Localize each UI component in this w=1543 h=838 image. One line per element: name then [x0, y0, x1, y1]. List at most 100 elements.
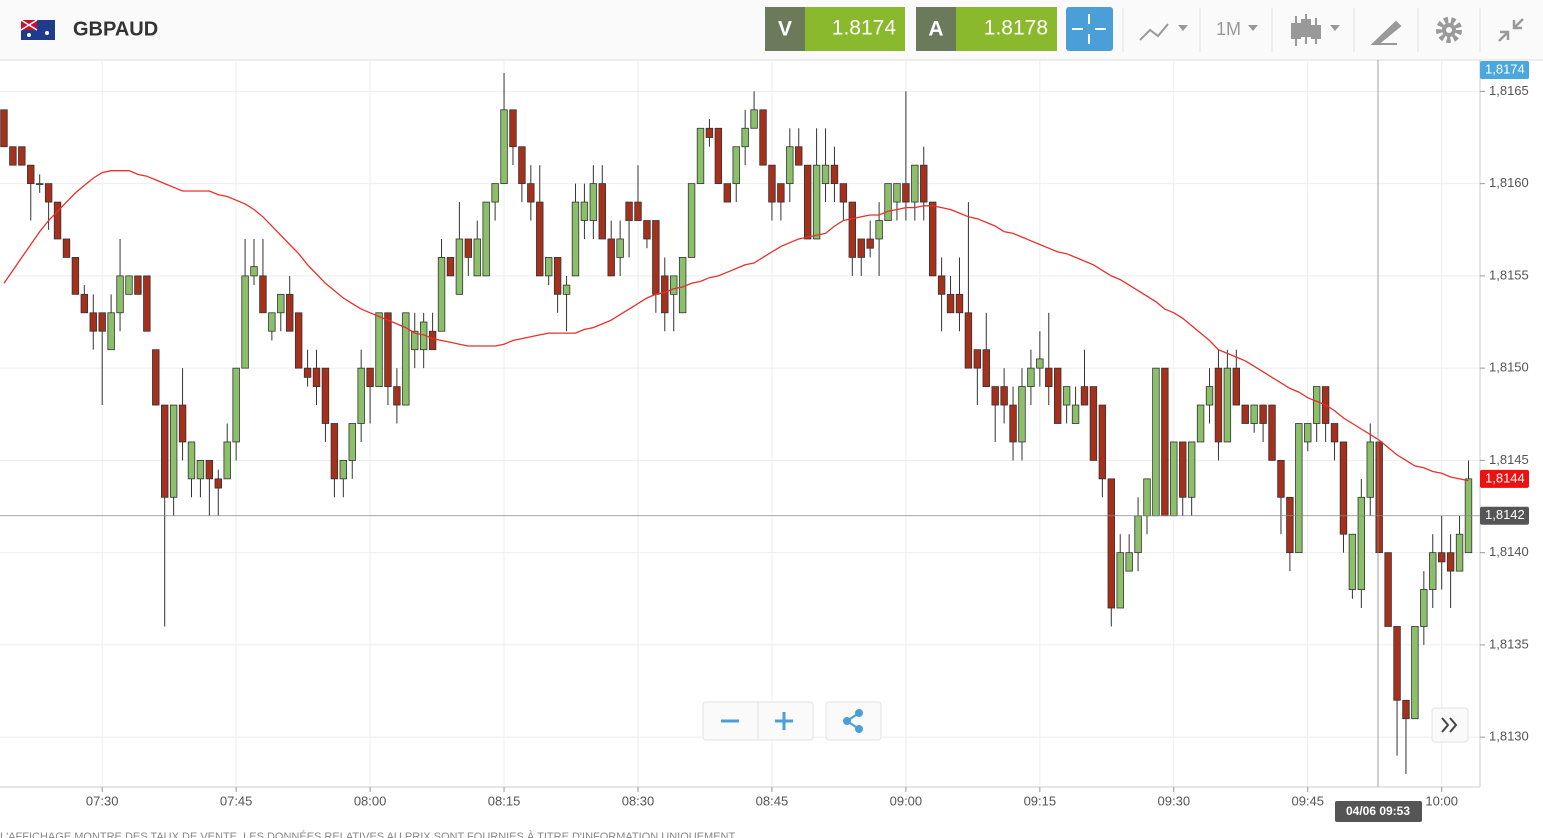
- candle-body: [339, 460, 348, 480]
- collapse-button[interactable]: [1498, 18, 1524, 42]
- candle-body: [678, 257, 687, 314]
- candle-body: [98, 312, 106, 332]
- candle-body: [1277, 460, 1285, 498]
- price-tags: 1,8174 1,8144 1,8142: [1480, 61, 1529, 525]
- scroll-right-button[interactable]: [1431, 707, 1469, 743]
- share-button[interactable]: [825, 701, 882, 741]
- candle-body: [991, 386, 999, 406]
- candle-body: [232, 367, 240, 443]
- candle-body: [1437, 552, 1446, 563]
- candle-body: [795, 146, 803, 166]
- period-button[interactable]: 1M: [1216, 19, 1258, 39]
- candle-body: [634, 201, 642, 221]
- candle-body: [187, 441, 196, 480]
- candle-body: [1107, 478, 1115, 609]
- flag: [20, 19, 55, 40]
- candle-body: [27, 164, 35, 185]
- candle-body: [71, 257, 80, 295]
- x-tick-label: 07:30: [86, 793, 119, 808]
- candle-body: [1098, 404, 1107, 480]
- candle-body: [312, 367, 321, 387]
- candle-body: [1402, 699, 1410, 720]
- crosshair-button[interactable]: [1066, 7, 1113, 51]
- sell-label: V: [778, 18, 792, 41]
- candle-body: [1143, 478, 1151, 517]
- candle-body: [661, 275, 669, 314]
- y-tick-label: 1,8160: [1489, 175, 1529, 190]
- candle-body: [1429, 552, 1437, 590]
- candle-body: [1161, 367, 1169, 517]
- candle-body: [893, 183, 901, 203]
- chart-type-button[interactable]: [1139, 23, 1188, 41]
- candle-body: [44, 183, 53, 203]
- candle-body: [598, 183, 606, 240]
- candle-body: [607, 238, 615, 277]
- candle-body: [1312, 386, 1321, 424]
- candle-body: [1027, 367, 1035, 387]
- candle-body: [705, 127, 714, 138]
- candle-body: [35, 183, 44, 186]
- candle-body: [411, 330, 419, 351]
- price-tag-label: 1,8174: [1485, 61, 1525, 76]
- candle-body: [1411, 626, 1419, 720]
- zoom-in[interactable]: [775, 712, 793, 730]
- candle-body: [89, 312, 97, 332]
- candle-body: [902, 183, 910, 203]
- candle-body: [1286, 496, 1294, 554]
- candle-body: [589, 183, 598, 221]
- candle-body: [259, 275, 267, 314]
- candle-body: [982, 349, 990, 387]
- candle-body: [375, 312, 383, 387]
- candle-body: [205, 460, 214, 480]
- candle-body: [1089, 386, 1098, 461]
- candle-style-button[interactable]: [1291, 14, 1340, 46]
- buy-button[interactable]: A 1.8178: [916, 7, 1057, 51]
- candle-body: [125, 275, 133, 295]
- candle-body: [500, 109, 508, 185]
- candle-body: [286, 293, 294, 332]
- candle-body: [1420, 589, 1428, 627]
- toolbar-separators: [1122, 8, 1481, 52]
- candle-body: [1295, 423, 1303, 554]
- candle-body: [1348, 533, 1357, 590]
- candle-body: [294, 312, 303, 369]
- candle-body: [848, 201, 857, 258]
- draw-button[interactable]: [1370, 20, 1402, 45]
- y-tick-label: 1,8150: [1489, 360, 1529, 375]
- candle-body: [196, 460, 205, 480]
- candle-body: [1009, 404, 1017, 443]
- settings-button[interactable]: [1436, 17, 1462, 43]
- candle-body: [1455, 533, 1464, 572]
- candle-body: [107, 312, 115, 351]
- candle-body: [277, 293, 285, 314]
- candle-body: [1205, 386, 1214, 406]
- y-tick-label: 1,8155: [1489, 267, 1529, 282]
- candle-body: [491, 183, 499, 203]
- x-tick-label: 08:15: [488, 793, 521, 808]
- candle-body: [1018, 386, 1026, 443]
- candle-body: [777, 183, 785, 203]
- moving-average: [3, 170, 1469, 482]
- candle-body: [1214, 367, 1223, 443]
- candle-body: [1170, 441, 1178, 517]
- candle-body: [723, 183, 731, 203]
- candle-body: [875, 220, 883, 240]
- grid: [0, 60, 1480, 787]
- candle-body: [616, 238, 624, 258]
- price-tag: [1480, 469, 1529, 488]
- candle-body: [464, 238, 473, 258]
- candle-body: [366, 367, 374, 387]
- x-tick-label: 08:45: [756, 793, 789, 808]
- candle-body: [1116, 552, 1124, 609]
- sell-button[interactable]: V 1.8174: [765, 7, 905, 51]
- candle-body: [1045, 367, 1053, 387]
- candle-body: [1187, 441, 1196, 498]
- x-tick-label: 10:00: [1425, 793, 1458, 808]
- candle-body: [670, 275, 678, 295]
- candle-body: [928, 201, 937, 277]
- candle-body: [839, 183, 848, 203]
- candle-body: [643, 220, 651, 240]
- candle-body: [1080, 386, 1089, 406]
- candle-body: [768, 164, 776, 203]
- plot-area: [0, 72, 1473, 775]
